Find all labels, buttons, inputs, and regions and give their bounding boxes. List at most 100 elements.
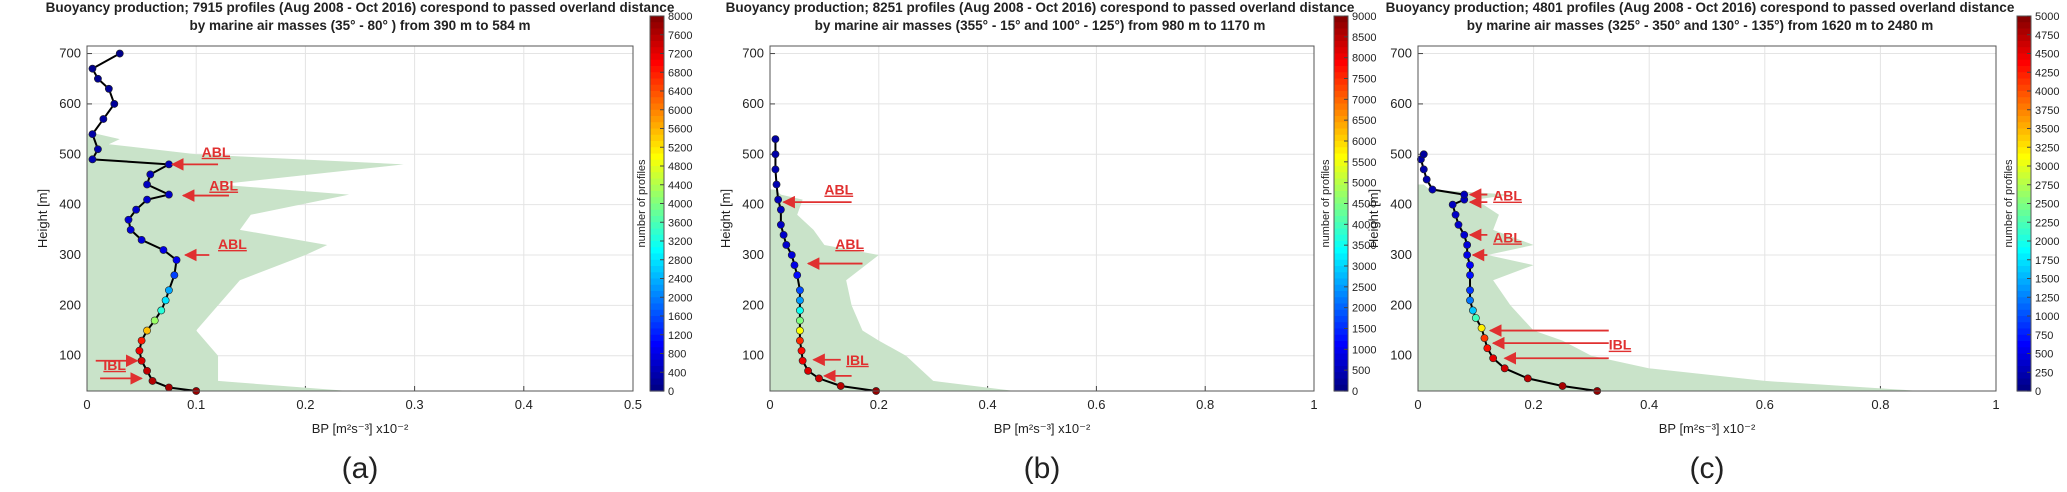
colorbar-segment [1334,72,1348,80]
colorbar-segment [650,353,664,361]
profile-point [772,180,781,189]
colorbar-segment [1334,334,1348,342]
colorbar-segment [1334,366,1348,373]
colorbar-segment [650,128,664,136]
colorbar-segment [2017,334,2031,342]
colorbar-segment [650,141,664,148]
range-area [87,134,404,392]
profile-point [1466,261,1474,269]
colorbar-segment [650,134,664,142]
colorbar-tick-label: 7600 [668,30,692,42]
colorbar-segment [2017,59,2031,67]
chart-title: Buoyancy production; 4801 profiles (Aug … [1386,0,2015,15]
colorbar-segment [650,228,664,236]
y-tick-label: 500 [1390,146,1412,161]
profile-point [143,180,151,189]
colorbar-segment [1334,191,1348,198]
x-axis-label: BP [m²s⁻³] x10⁻² [994,421,1091,436]
colorbar-segment [1334,291,1348,298]
colorbar-segment [650,303,664,311]
profile-point [1419,150,1428,159]
colorbar-segment [2017,366,2031,373]
x-tick-label: 0.8 [1196,397,1214,412]
colorbar-tick-label: 3500 [2035,124,2059,136]
y-tick-label: 200 [1390,297,1412,312]
profile-point [143,195,151,204]
colorbar-tick-label: 5600 [668,124,692,136]
profile-point [1460,190,1469,199]
annotation: IBL [1609,337,1632,353]
colorbar-segment [2017,78,2031,86]
colorbar-segment [2017,53,2031,61]
colorbar-segment [2017,16,2031,23]
colorbar-segment [1334,184,1348,192]
profile-point [150,316,159,325]
x-tick-label: 0.5 [624,397,642,412]
colorbar-segment [650,72,664,80]
profile-point [1558,382,1567,390]
colorbar-segment [1334,353,1348,361]
colorbar-segment [650,166,664,173]
profile-point [1419,165,1428,174]
colorbar-segment [650,297,664,305]
colorbar-segment [650,172,664,180]
colorbar-tick-label: 4000 [1352,219,1376,231]
profile-point [1463,241,1472,249]
profile-point [774,195,783,204]
colorbar-segment [650,178,664,186]
profile-point [1463,251,1472,259]
profile-point [126,225,135,234]
colorbar-segment [1334,347,1348,355]
colorbar-segment [1334,16,1348,23]
profile-point [1466,296,1474,305]
colorbar-segment [1334,22,1348,30]
y-tick-label: 700 [742,46,764,61]
y-tick-label: 400 [742,197,764,212]
colorbar-segment [2017,34,2031,42]
colorbar-tick-label: 2500 [2035,199,2059,211]
colorbar-segment [1334,216,1348,223]
colorbar-tick-label: 8000 [668,11,692,23]
profile-point [88,64,97,73]
profile-point [94,74,102,83]
colorbar-segment [650,97,664,105]
colorbar-segment [1334,259,1348,267]
profile-point [779,230,788,239]
profile-point [1480,334,1489,343]
colorbar-segment [1334,97,1348,105]
profile-point [771,150,780,159]
colorbar-segment [1334,153,1348,161]
profile-point [1454,220,1463,229]
profile-point [1523,374,1532,383]
colorbar-segment [2017,322,2031,330]
colorbar-segment [2017,47,2031,55]
axes-frame [86,45,634,392]
colorbar-segment [2017,303,2031,311]
colorbar-segment [650,216,664,223]
colorbar-tick-label: 1750 [2035,255,2059,267]
y-axis-label: Height [m] [1366,189,1381,248]
profile-point [787,251,796,259]
profile-point [164,190,173,199]
colorbar-tick-label: 4500 [2035,49,2059,61]
colorbar-segment [650,366,664,373]
profile-point [776,205,785,214]
colorbar-tick-label: 800 [668,349,686,361]
colorbar-segment [1334,53,1348,61]
x-tick-label: 0.6 [1087,397,1105,412]
annotation: ABL [1493,229,1522,245]
colorbar-segment [1334,253,1348,261]
colorbar-tick-label: 2800 [668,255,692,267]
profile-point [1448,200,1457,209]
colorbar-segment [2017,116,2031,123]
colorbar-segment [1334,222,1348,230]
colorbar-segment [2017,159,2031,167]
colorbar-segment [2017,28,2031,36]
colorbar-tick-label: 2500 [1352,282,1376,294]
x-tick-label: 0.2 [296,397,314,412]
profile-point [1451,210,1460,219]
colorbar-segment [2017,128,2031,136]
colorbar-segment [2017,109,2031,117]
panel-label: (b) [1024,452,1061,485]
colorbar-segment [1334,272,1348,280]
